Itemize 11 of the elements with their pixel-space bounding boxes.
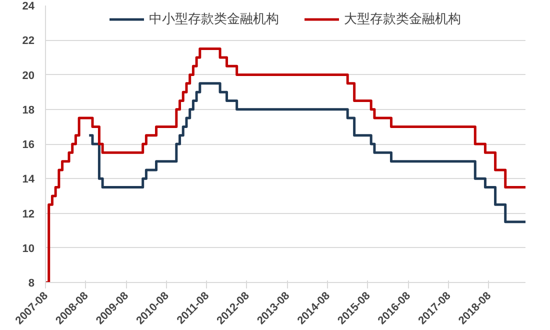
y-tick-label: 24 — [22, 0, 36, 12]
y-tick-label: 22 — [22, 35, 35, 48]
y-tick-label: 18 — [22, 104, 35, 116]
y-tick-label: 8 — [28, 278, 35, 290]
y-tick-label: 10 — [22, 242, 35, 255]
y-tick-label: 12 — [22, 208, 35, 220]
y-tick-label: 16 — [22, 139, 35, 151]
legend-label: 中小型存款类金融机构 — [149, 11, 279, 28]
y-tick-label: 20 — [22, 70, 35, 82]
legend-label: 大型存款类金融机构 — [344, 11, 461, 28]
y-tick-label: 14 — [22, 174, 36, 186]
